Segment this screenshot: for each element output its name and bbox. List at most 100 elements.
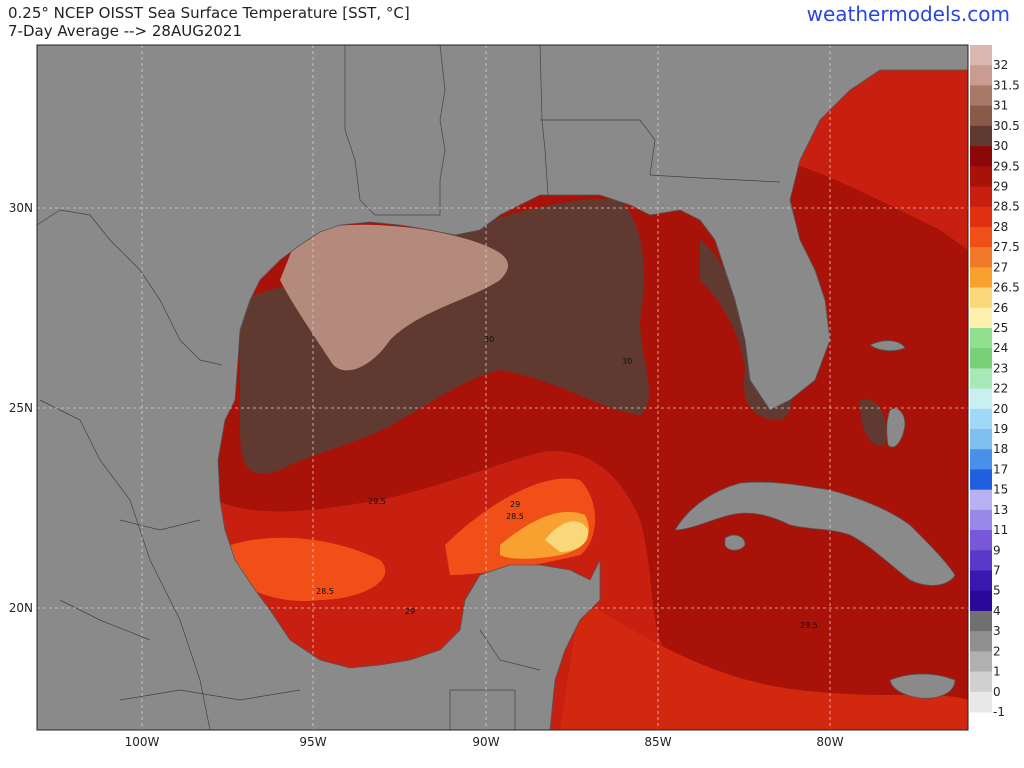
colorbar-swatch — [970, 509, 992, 531]
contour-label: 29 — [510, 500, 520, 509]
colorbar-swatch — [970, 287, 992, 309]
colorbar-swatch — [970, 671, 992, 693]
colorbar-label: 19 — [993, 422, 1008, 436]
colorbar-label: 32 — [993, 58, 1008, 72]
land-mainland — [37, 45, 968, 730]
colorbar-swatch — [970, 449, 992, 470]
land-jamaica — [889, 673, 956, 699]
brand-link[interactable]: weathermodels.com — [806, 2, 1010, 26]
colorbar-label: 24 — [993, 341, 1008, 355]
sst-band-285a — [230, 537, 386, 601]
colorbar-label: 20 — [993, 402, 1008, 416]
contour-label: 28.5 — [316, 587, 334, 596]
colorbar-label: 31.5 — [993, 78, 1020, 92]
sst-band-30-bah — [860, 399, 887, 446]
lat-tick-label: 20N — [9, 601, 33, 615]
title-block: 0.25° NCEP OISST Sea Surface Temperature… — [8, 4, 410, 40]
contour-label: 29 — [405, 607, 415, 616]
contour-label: 29.5 — [800, 621, 818, 630]
contour-label: 29.5 — [368, 497, 386, 506]
colorbar-label: 26.5 — [993, 281, 1020, 295]
lon-axis: 100W 95W 90W 85W 80W — [125, 735, 844, 749]
colorbar-label: 30 — [993, 139, 1008, 153]
colorbar-swatch — [970, 206, 992, 228]
colorbar-swatch — [970, 226, 992, 248]
contour-label: 30 — [484, 335, 494, 344]
colorbar-label: 27 — [993, 260, 1008, 274]
colorbar-label: 22 — [993, 382, 1008, 396]
land-cuba — [674, 481, 956, 586]
land-isle-of-youth — [724, 534, 746, 551]
colorbar-label: 29 — [993, 179, 1008, 193]
colorbar-swatch — [970, 570, 992, 592]
lon-tick-label: 80W — [816, 735, 843, 749]
colorbar-label: 3 — [993, 624, 1001, 638]
colorbar-swatch — [970, 125, 992, 147]
colorbar-label: 27.5 — [993, 240, 1020, 254]
colorbar-label: 23 — [993, 361, 1008, 375]
colorbar-label: 0 — [993, 685, 1001, 699]
lon-tick-label: 95W — [299, 735, 326, 749]
colorbar-label: 28.5 — [993, 200, 1020, 214]
colorbar-swatch — [970, 530, 992, 551]
colorbar-label: 18 — [993, 442, 1008, 456]
colorbar-swatch — [970, 85, 992, 107]
colorbar-swatch — [970, 267, 992, 289]
colorbar-swatch — [970, 590, 992, 612]
colorbar-label: 29.5 — [993, 159, 1020, 173]
colorbar-label: 1 — [993, 665, 1001, 679]
colorbar-swatch — [970, 651, 992, 673]
sst-band-30 — [240, 199, 649, 474]
lat-axis: 30N 25N 20N — [9, 201, 33, 615]
colorbar-swatch — [970, 166, 992, 187]
colorbar-swatch — [970, 45, 992, 66]
contour-label: 28.5 — [506, 512, 524, 521]
colorbar-label: 26 — [993, 301, 1008, 315]
colorbar: 3231.53130.53029.52928.52827.52726.52625… — [970, 45, 1020, 719]
sst-band-305 — [280, 224, 509, 371]
sst-band-carib — [560, 600, 968, 730]
colorbar-label: 2 — [993, 644, 1001, 658]
colorbar-swatch — [970, 691, 992, 713]
colorbar-swatch — [970, 146, 992, 167]
contour-label: 30 — [622, 357, 632, 366]
colorbar-label: 4 — [993, 604, 1001, 618]
colorbar-swatch — [970, 429, 992, 450]
colorbar-label: -1 — [993, 705, 1005, 719]
colorbar-swatch — [970, 186, 992, 208]
land-bahamas-abaco — [869, 340, 906, 352]
colorbar-swatch — [970, 368, 992, 390]
colorbar-label: 7 — [993, 564, 1001, 578]
colorbar-label: 13 — [993, 503, 1008, 517]
colorbar-label: 11 — [993, 523, 1008, 537]
sst-band-265 — [545, 521, 589, 552]
colorbar-label: 30.5 — [993, 119, 1020, 133]
colorbar-swatch — [970, 247, 992, 268]
colorbar-swatch — [970, 408, 992, 430]
map-subtitle: 7-Day Average --> 28AUG2021 — [8, 22, 242, 40]
colorbar-label: 5 — [993, 584, 1001, 598]
lat-tick-label: 25N — [9, 401, 33, 415]
borders — [37, 45, 781, 730]
colorbar-swatch — [970, 307, 992, 329]
colorbar-swatch — [970, 388, 992, 410]
graticule — [37, 45, 968, 730]
lat-tick-label: 30N — [9, 201, 33, 215]
colorbar-swatch — [970, 610, 992, 632]
colorbar-swatch — [970, 327, 992, 349]
colorbar-swatch — [970, 550, 992, 572]
colorbar-label: 17 — [993, 462, 1008, 476]
colorbar-label: 31 — [993, 99, 1008, 113]
lon-tick-label: 100W — [125, 735, 160, 749]
colorbar-swatch — [970, 348, 992, 369]
colorbar-label: 25 — [993, 321, 1008, 335]
colorbar-label: 28 — [993, 220, 1008, 234]
land-bahamas-andros — [886, 408, 906, 448]
colorbar-swatch — [970, 65, 992, 86]
lon-tick-label: 85W — [644, 735, 671, 749]
colorbar-label: 9 — [993, 543, 1001, 557]
colorbar-swatch — [970, 105, 992, 127]
map-frame — [36, 44, 969, 731]
map-title: 0.25° NCEP OISST Sea Surface Temperature… — [8, 4, 410, 22]
